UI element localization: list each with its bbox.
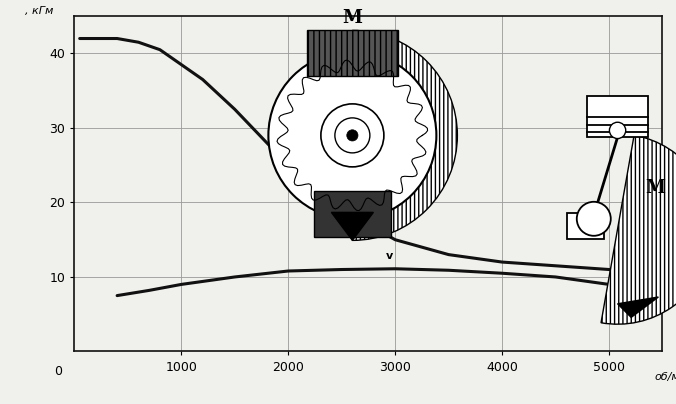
Circle shape — [609, 122, 626, 139]
Circle shape — [268, 51, 437, 219]
Text: M: M — [342, 9, 362, 27]
Bar — [314, 191, 391, 237]
Wedge shape — [601, 135, 676, 324]
Bar — [587, 97, 648, 137]
Circle shape — [577, 202, 611, 236]
Wedge shape — [352, 30, 458, 240]
Bar — [307, 30, 398, 76]
X-axis label: об/мин: об/мин — [654, 372, 676, 382]
Circle shape — [321, 104, 384, 167]
Bar — [566, 213, 604, 239]
Polygon shape — [331, 213, 373, 240]
Polygon shape — [618, 297, 658, 318]
Text: M: M — [645, 179, 665, 197]
Text: v: v — [386, 251, 393, 261]
Y-axis label: , кГм: , кГм — [25, 6, 53, 16]
Circle shape — [335, 118, 370, 153]
Text: 0: 0 — [55, 365, 63, 378]
Circle shape — [347, 130, 358, 141]
